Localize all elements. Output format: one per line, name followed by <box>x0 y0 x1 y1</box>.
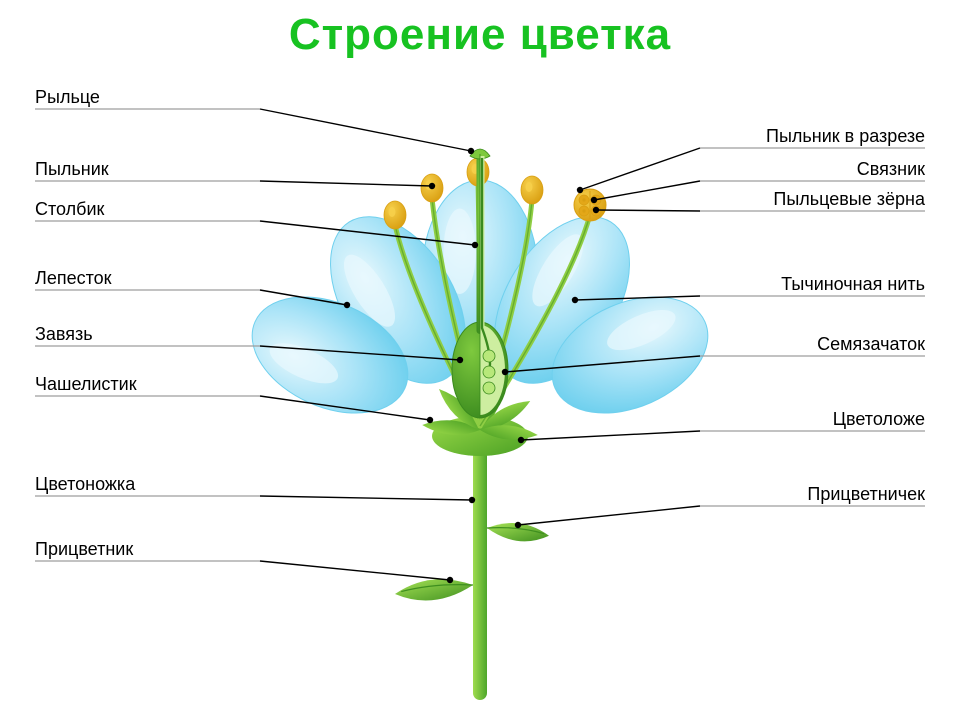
label-petal: Лепесток <box>35 268 112 289</box>
label-bract: Прицветник <box>35 539 133 560</box>
ovule <box>483 382 495 394</box>
label-filament: Тычиночная нить <box>781 274 925 295</box>
label-bracteole: Прицветничек <box>807 484 925 505</box>
label-stigma: Рыльце <box>35 87 100 108</box>
label-anther_section: Пыльник в разрезе <box>766 126 925 147</box>
label-style: Столбик <box>35 199 104 220</box>
anther <box>384 201 406 229</box>
label-receptacle: Цветоложе <box>833 409 925 430</box>
anther <box>521 176 543 204</box>
label-ovule: Семязачаток <box>817 334 925 355</box>
anther-cross-section <box>574 189 606 221</box>
label-ovary: Завязь <box>35 324 93 345</box>
label-pedicel: Цветоножка <box>35 474 135 495</box>
label-sepal: Чашелистик <box>35 374 137 395</box>
stem <box>473 440 487 700</box>
label-anther: Пыльник <box>35 159 109 180</box>
ovule <box>483 366 495 378</box>
diagram-svg <box>0 0 960 720</box>
ovule <box>483 350 495 362</box>
label-connective: Связник <box>857 159 925 180</box>
label-pollen: Пыльцевые зёрна <box>773 189 925 210</box>
